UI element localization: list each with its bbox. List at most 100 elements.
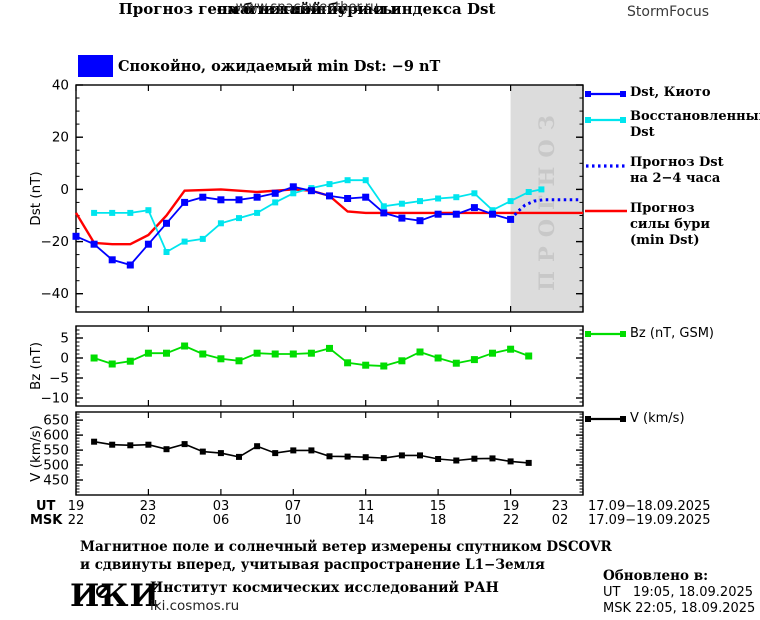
page-subtitle: на ближайшие часы — [216, 0, 398, 18]
marker-dst-restored — [217, 220, 224, 227]
marker-solar-wind-speed — [199, 448, 206, 455]
marker-bz-gsm — [235, 357, 243, 365]
ytick-v: 450 — [43, 473, 69, 489]
updated-label: Обновлено в: — [603, 568, 709, 584]
marker-dst-kyoto — [163, 219, 170, 227]
ytick-bz: 0 — [60, 351, 69, 367]
marker-dst-restored — [417, 198, 423, 205]
x-tick-msk: 06 — [212, 513, 230, 528]
marker-solar-wind-speed — [308, 447, 315, 454]
marker-bz-gsm — [253, 349, 261, 357]
marker-solar-wind-speed — [398, 452, 405, 459]
marker-solar-wind-speed — [525, 459, 532, 466]
marker-solar-wind-speed — [417, 452, 423, 459]
ytick-dst: −20 — [41, 234, 70, 250]
ytick-v: 500 — [43, 458, 69, 474]
x-tick-ut: 19 — [502, 499, 520, 514]
marker-solar-wind-speed — [217, 450, 224, 457]
marker-dst-kyoto — [380, 209, 388, 217]
panel-frame-dst — [75, 84, 584, 313]
marker-dst-kyoto — [362, 193, 370, 201]
marker-solar-wind-speed — [163, 446, 170, 453]
marker-bz-gsm — [108, 360, 116, 368]
marker-dst-kyoto — [326, 192, 333, 200]
marker-solar-wind-speed — [362, 454, 369, 461]
marker-solar-wind-speed — [471, 455, 478, 462]
status-text: Спокойно, ожидаемый min Dst: −9 nT — [118, 58, 441, 75]
series-storm-force-forecast — [74, 188, 583, 246]
marker-dst-restored — [326, 181, 333, 188]
marker-bz-gsm — [380, 362, 388, 370]
marker-solar-wind-speed — [453, 457, 460, 464]
marker-bz-gsm — [217, 355, 225, 363]
marker-bz-gsm — [271, 350, 279, 358]
marker-bz-gsm — [90, 354, 98, 362]
institute-site: iki.cosmos.ru — [150, 598, 240, 614]
marker-bz-gsm — [525, 352, 533, 360]
marker-bz-gsm — [507, 345, 515, 353]
marker-dst-restored — [109, 209, 116, 216]
marker-dst-restored — [398, 200, 405, 207]
marker-solar-wind-speed — [326, 453, 333, 460]
marker-solar-wind-speed — [181, 441, 188, 448]
marker-solar-wind-speed — [290, 447, 297, 454]
marker-dst-restored — [181, 238, 188, 245]
x-axis-msk-dates: 17.09−19.09.2025 — [588, 513, 711, 528]
ylabel-bz: Bz (nT) — [28, 342, 44, 390]
page-title: Прогноз геомагнитной бури и индекса Dst — [118, 0, 496, 18]
marker-bz-gsm — [489, 349, 496, 357]
ytick-v: 550 — [43, 443, 69, 459]
marker-dst-restored — [290, 190, 297, 197]
ytick-v: 600 — [43, 428, 69, 444]
marker-dst-kyoto — [235, 196, 243, 204]
legend-label-dst-kyoto: Dst, Киото — [630, 85, 711, 100]
marker-bz-gsm — [126, 357, 134, 365]
marker-dst-kyoto — [398, 214, 406, 222]
x-tick-msk: 02 — [551, 513, 569, 528]
marker-dst-kyoto — [217, 196, 225, 204]
marker-solar-wind-speed — [236, 453, 242, 460]
x-tick-ut: 19 — [67, 499, 85, 514]
marker-dst-restored — [507, 198, 514, 205]
marker-dst-restored — [344, 177, 351, 184]
x-axis-ut-dates: 17.09−18.09.2025 — [588, 499, 711, 514]
marker-dst-restored — [145, 207, 152, 214]
marker-dst-kyoto — [344, 195, 352, 202]
marker-dst-kyoto — [181, 198, 189, 206]
marker-dst-kyoto — [108, 256, 116, 264]
x-tick-msk: 14 — [357, 513, 375, 528]
x-tick-ut: 15 — [429, 499, 447, 514]
ytick-dst: 20 — [52, 130, 69, 146]
legend-label-bz: Bz (nT, GSM) — [630, 326, 715, 341]
ytick-bz: −10 — [41, 391, 70, 407]
marker-dst-restored — [272, 199, 279, 206]
x-tick-ut: 07 — [284, 499, 302, 514]
marker-dst-restored — [489, 207, 496, 214]
x-tick-ut: 23 — [551, 499, 569, 514]
marker-dst-restored — [163, 249, 170, 255]
status-color-swatch — [78, 55, 113, 77]
x-tick-ut: 11 — [357, 499, 375, 514]
legend-label-dst-restored: Восстановленный Dst — [630, 109, 760, 140]
ytick-dst: −40 — [41, 286, 70, 302]
site-url: www.spaceweather.ru — [235, 0, 379, 15]
legend-label-v: V (km/s) — [630, 411, 685, 426]
marker-dst-restored — [91, 209, 98, 216]
marker-dst-restored — [538, 186, 545, 193]
footnote-line2: и сдвинуты вперед, учитывая распростране… — [80, 557, 545, 573]
legend-label-storm-forecast: Прогноз силы бури (min Dst) — [630, 201, 711, 248]
legend-label-dst-forecast: Прогноз Dst на 2−4 часа — [630, 155, 724, 186]
marker-dst-kyoto — [434, 210, 442, 218]
marker-solar-wind-speed — [380, 455, 387, 462]
marker-solar-wind-speed — [507, 458, 514, 465]
marker-solar-wind-speed — [145, 441, 152, 448]
institute-name: Институт космических исследований РАН — [150, 580, 499, 596]
x-tick-ut: 23 — [139, 499, 157, 514]
ytick-bz: −5 — [49, 371, 69, 387]
marker-bz-gsm — [344, 359, 352, 367]
legend-swatch-dst-kyoto — [585, 91, 626, 97]
x-tick-msk: 22 — [67, 513, 85, 528]
legend-swatch-storm-forecast — [585, 209, 627, 213]
